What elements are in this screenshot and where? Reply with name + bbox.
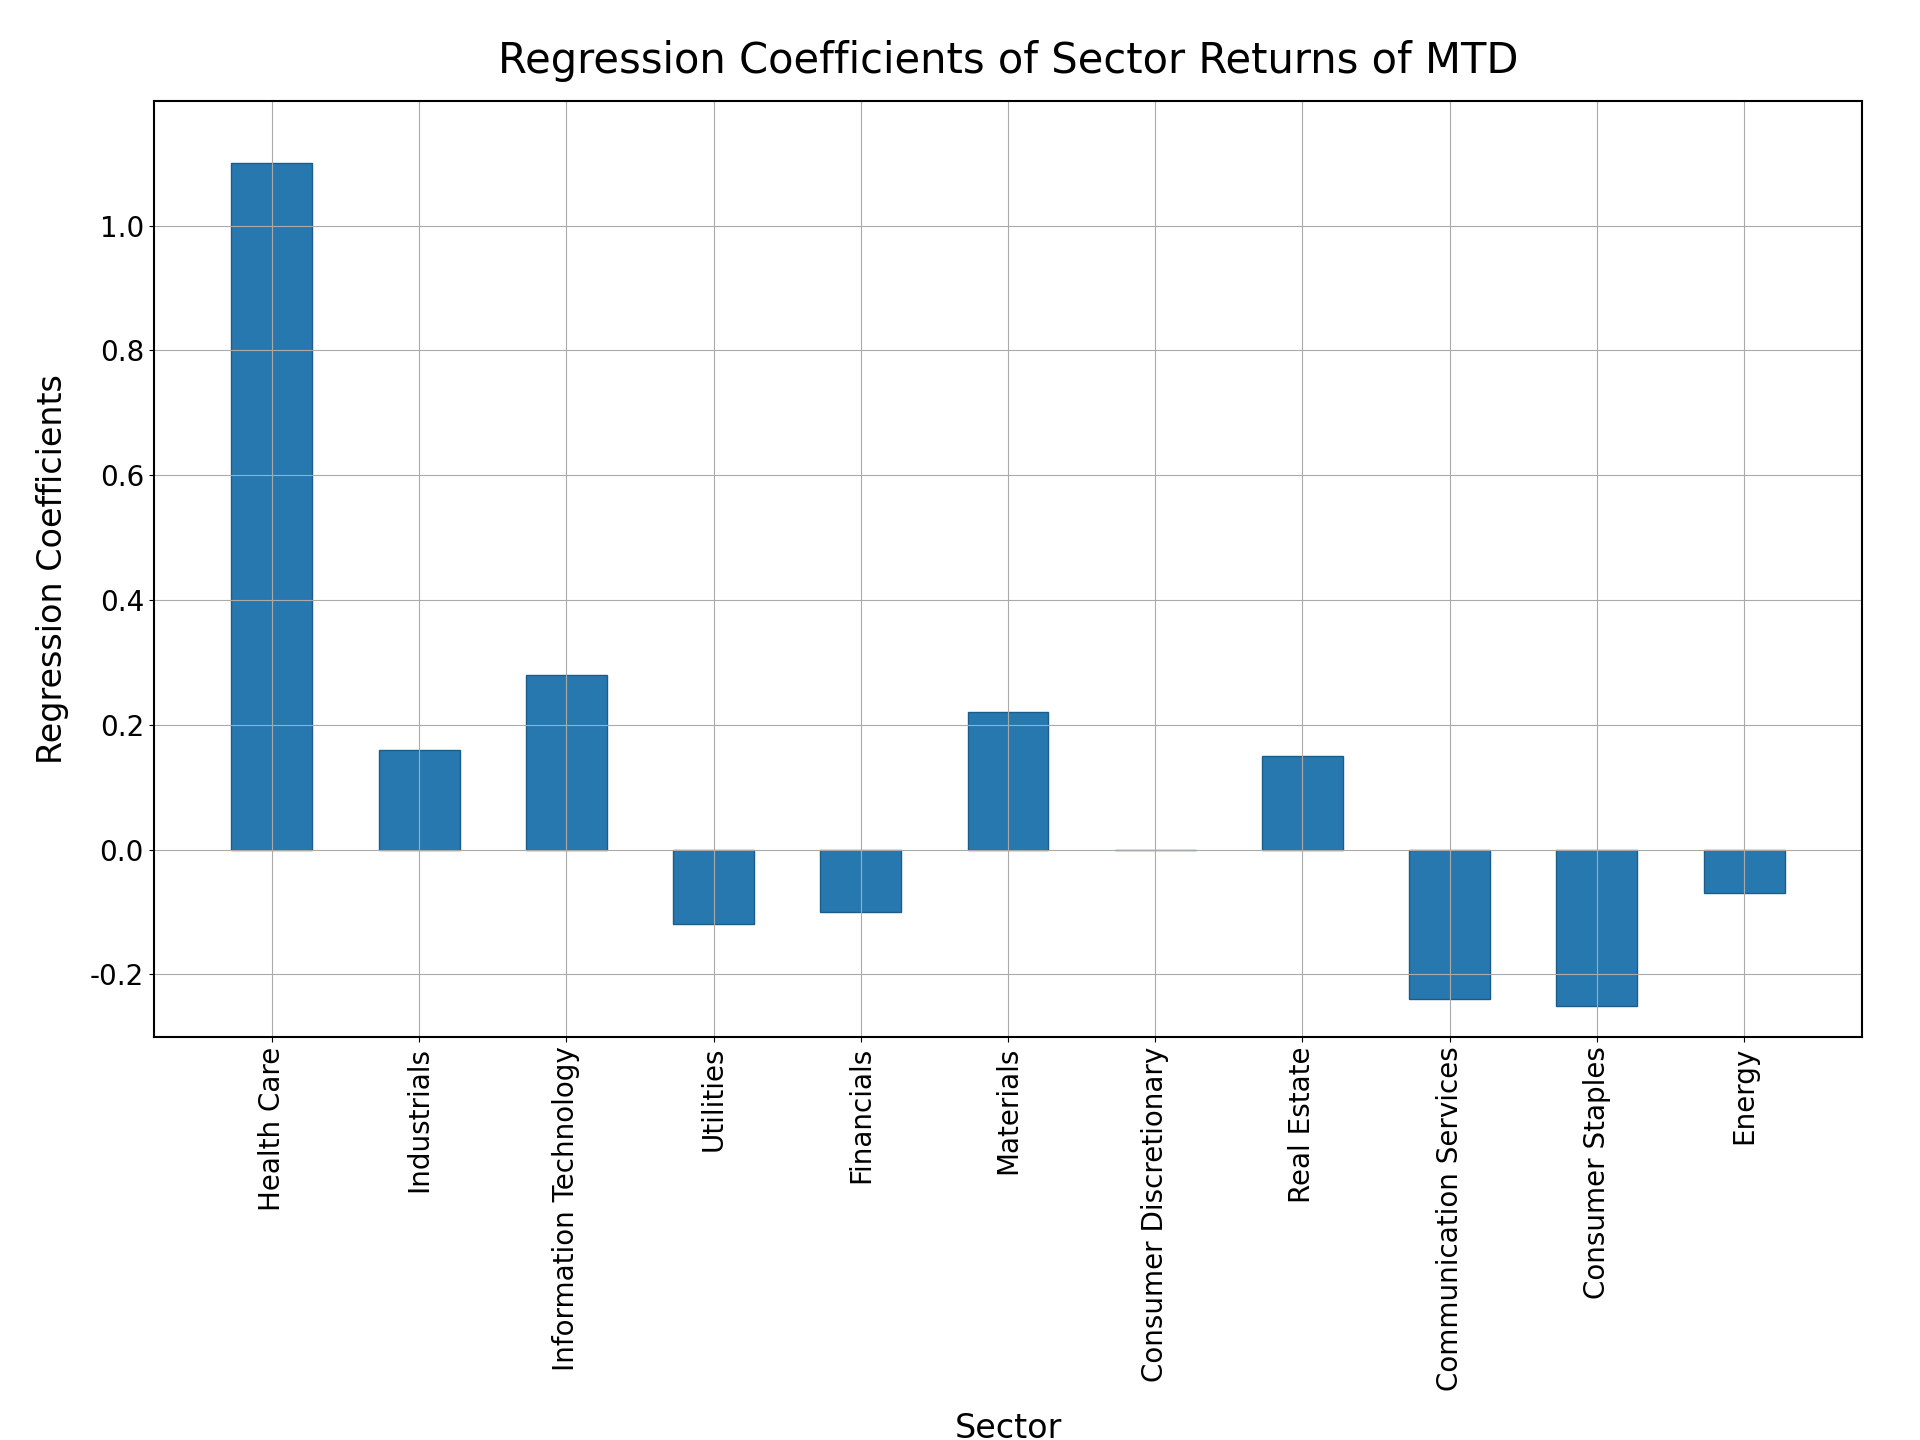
X-axis label: Sector: Sector xyxy=(954,1413,1062,1440)
Bar xyxy=(1409,850,1490,999)
Bar xyxy=(674,850,755,924)
Bar xyxy=(230,163,313,850)
Bar xyxy=(1703,850,1786,893)
Title: Regression Coefficients of Sector Returns of MTD: Regression Coefficients of Sector Return… xyxy=(497,40,1519,82)
Bar xyxy=(1261,756,1342,850)
Bar xyxy=(526,675,607,850)
Bar xyxy=(968,713,1048,850)
Bar xyxy=(1557,850,1638,1005)
Y-axis label: Regression Coefficients: Regression Coefficients xyxy=(36,374,69,763)
Bar xyxy=(820,850,900,912)
Bar xyxy=(378,750,459,850)
